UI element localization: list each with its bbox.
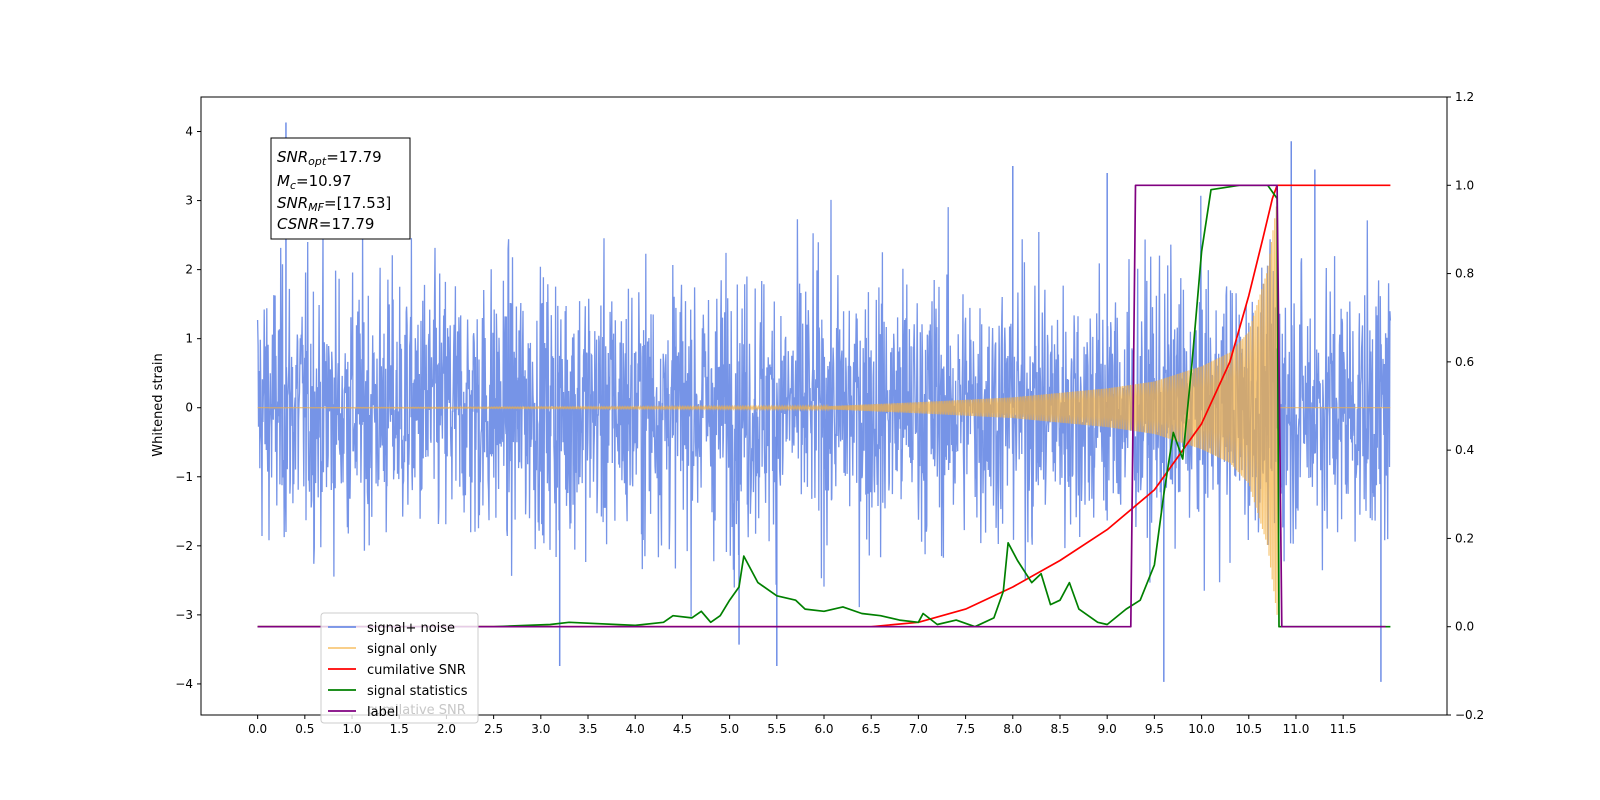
legend-entries: signal+ noise signal only cumilative SNR si… bbox=[328, 621, 468, 720]
x-tick-label: 9.5 bbox=[1145, 722, 1164, 736]
y-left-tick-label: −1 bbox=[175, 470, 193, 484]
y-left-axis: −4 −3 −2 −1 0 1 2 3 4 bbox=[175, 125, 201, 691]
x-tick-label: 11.0 bbox=[1283, 722, 1310, 736]
annotation-box: SNRopt=17.79 Mc=10.97 SNRMF=[17.53] CSNR… bbox=[270, 137, 411, 240]
annotation-mc: Mc=10.97 bbox=[277, 172, 352, 192]
y-right-axis: −0.2 0.0 0.2 0.4 0.6 0.8 1.0 1.2 bbox=[1447, 90, 1484, 722]
legend-label: label bbox=[367, 705, 398, 720]
x-tick-label: 1.0 bbox=[342, 722, 361, 736]
x-tick-label: 7.5 bbox=[956, 722, 975, 736]
y-right-tick-label: −0.2 bbox=[1455, 708, 1484, 722]
legend-label: signal only bbox=[367, 642, 437, 657]
y-right-tick-label: 0.8 bbox=[1455, 267, 1474, 281]
x-tick-label: 3.0 bbox=[531, 722, 550, 736]
annotation-csnr: CSNR=17.79 bbox=[277, 215, 374, 233]
x-tick-label: 8.5 bbox=[1050, 722, 1069, 736]
legend-label: signal+ noise bbox=[367, 621, 455, 636]
y-left-tick-label: 3 bbox=[185, 194, 193, 208]
x-tick-label: 10.0 bbox=[1188, 722, 1215, 736]
x-tick-label: 0.0 bbox=[248, 722, 267, 736]
x-tick-label: 0.5 bbox=[295, 722, 314, 736]
annotation-snr-opt: SNRopt=17.79 bbox=[277, 148, 382, 168]
x-tick-label: 2.5 bbox=[484, 722, 503, 736]
x-tick-label: 7.0 bbox=[909, 722, 928, 736]
legend-frame bbox=[320, 612, 479, 724]
x-tick-label: 6.5 bbox=[862, 722, 881, 736]
x-tick-label: 5.0 bbox=[720, 722, 739, 736]
y-right-tick-label: 1.2 bbox=[1455, 90, 1474, 104]
y-right-tick-label: 0.2 bbox=[1455, 531, 1474, 545]
y-axis-label: Whitened strain bbox=[151, 353, 166, 456]
series-cumilative-snr-line bbox=[257, 184, 1391, 628]
y-right-tick-label: 0.6 bbox=[1455, 355, 1474, 369]
x-tick-label: 3.5 bbox=[578, 722, 597, 736]
series-label-line bbox=[257, 184, 1386, 628]
y-left-tick-label: −2 bbox=[175, 539, 193, 553]
legend-label: cumilative SNR bbox=[367, 663, 466, 678]
y-left-tick-label: −3 bbox=[175, 608, 193, 622]
x-axis: 0.0 0.5 1.0 1.5 2.0 2.5 3.0 3.5 4.0 4.5 5.0 5.5 6.0 6… bbox=[248, 715, 1357, 736]
annotation-frame bbox=[270, 137, 411, 240]
y-left-tick-label: 4 bbox=[185, 125, 193, 139]
x-tick-label: 4.5 bbox=[673, 722, 692, 736]
x-tick-label: 2.0 bbox=[437, 722, 456, 736]
legend-ghost-text-overlay: cumilative SNR bbox=[367, 703, 466, 718]
x-tick-label: 6.0 bbox=[814, 722, 833, 736]
x-tick-label: 5.5 bbox=[767, 722, 786, 736]
y-left-tick-label: −4 bbox=[175, 677, 193, 691]
series-signal-statistics-line bbox=[257, 184, 1391, 628]
y-left-tick-label: 2 bbox=[185, 263, 193, 277]
x-tick-label: 10.5 bbox=[1235, 722, 1262, 736]
x-tick-label: 1.5 bbox=[390, 722, 409, 736]
x-tick-label: 9.0 bbox=[1098, 722, 1117, 736]
legend-label: signal statistics bbox=[367, 684, 468, 699]
y-right-tick-label: 1.0 bbox=[1455, 178, 1474, 192]
x-tick-label: 8.0 bbox=[1003, 722, 1022, 736]
series-layer bbox=[256, 122, 1392, 682]
y-right-tick-label: 0.0 bbox=[1455, 620, 1474, 634]
x-tick-label: 4.0 bbox=[626, 722, 645, 736]
y-left-tick-label: 0 bbox=[185, 401, 193, 415]
annotation-snr-mf: SNRMF=[17.53] bbox=[277, 194, 391, 214]
x-tick-label: 11.5 bbox=[1330, 722, 1357, 736]
y-right-tick-label: 0.4 bbox=[1455, 443, 1474, 457]
legend: cumilative SNR cumilative SNR signal+ no… bbox=[320, 612, 479, 724]
y-left-tick-label: 1 bbox=[185, 332, 193, 346]
series-signal-only-line bbox=[257, 206, 1391, 615]
